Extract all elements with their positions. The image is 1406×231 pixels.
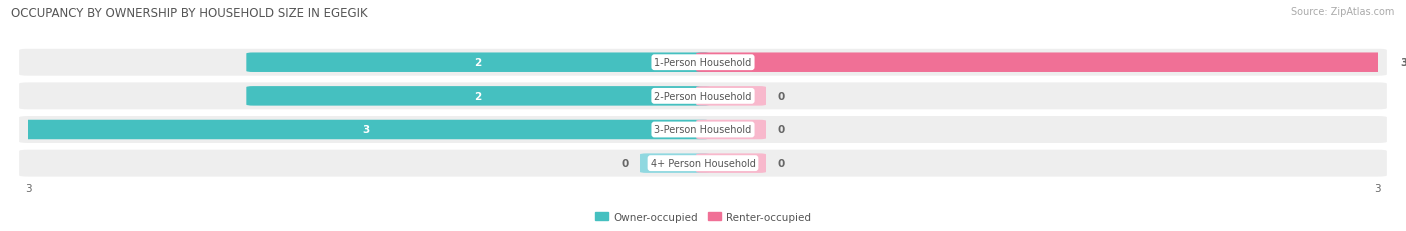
FancyBboxPatch shape: [246, 87, 710, 106]
FancyBboxPatch shape: [640, 154, 710, 173]
Text: 0: 0: [778, 125, 785, 135]
Text: Source: ZipAtlas.com: Source: ZipAtlas.com: [1291, 7, 1395, 17]
FancyBboxPatch shape: [696, 154, 766, 173]
FancyBboxPatch shape: [20, 83, 1386, 110]
Text: 4+ Person Household: 4+ Person Household: [651, 158, 755, 168]
Text: 3-Person Household: 3-Person Household: [654, 125, 752, 135]
Legend: Owner-occupied, Renter-occupied: Owner-occupied, Renter-occupied: [591, 208, 815, 226]
Text: 3: 3: [361, 125, 370, 135]
Text: OCCUPANCY BY OWNERSHIP BY HOUSEHOLD SIZE IN EGEGIK: OCCUPANCY BY OWNERSHIP BY HOUSEHOLD SIZE…: [11, 7, 368, 20]
FancyBboxPatch shape: [696, 87, 766, 106]
FancyBboxPatch shape: [20, 150, 1386, 177]
Text: 0: 0: [778, 158, 785, 168]
Text: 1-Person Household: 1-Person Household: [654, 58, 752, 68]
Text: 3: 3: [1400, 58, 1406, 68]
Text: 2: 2: [474, 58, 482, 68]
FancyBboxPatch shape: [20, 116, 1386, 143]
Text: 2-Person Household: 2-Person Household: [654, 91, 752, 101]
Text: 0: 0: [778, 91, 785, 101]
FancyBboxPatch shape: [20, 49, 1386, 76]
FancyBboxPatch shape: [696, 120, 766, 140]
FancyBboxPatch shape: [246, 53, 710, 73]
FancyBboxPatch shape: [696, 53, 1385, 73]
FancyBboxPatch shape: [21, 120, 710, 140]
Text: 0: 0: [621, 158, 628, 168]
Text: 2: 2: [474, 91, 482, 101]
